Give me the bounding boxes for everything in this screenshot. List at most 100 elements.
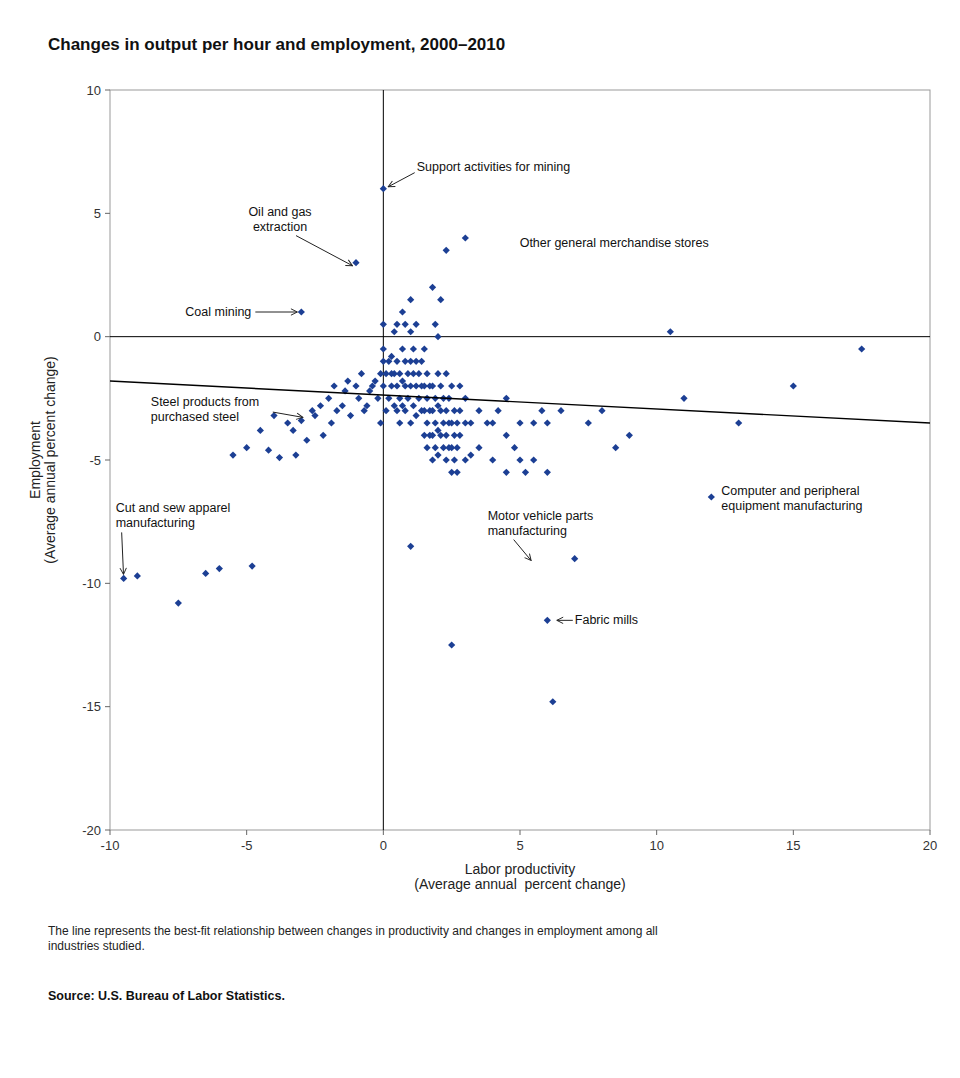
y-tick-label: 0 bbox=[94, 329, 101, 344]
scatter-point bbox=[380, 382, 387, 389]
scatter-point bbox=[374, 395, 381, 402]
plot-area bbox=[110, 185, 930, 705]
annotation-arrow bbox=[388, 173, 414, 187]
scatter-point bbox=[410, 345, 417, 352]
axes: -10-505101520-20-15-10-50510 bbox=[82, 83, 937, 854]
scatter-point bbox=[423, 395, 430, 402]
x-tick bbox=[793, 830, 794, 835]
scatter-point bbox=[544, 617, 551, 624]
scatter-point bbox=[363, 402, 370, 409]
scatter-point bbox=[544, 469, 551, 476]
scatter-point bbox=[451, 456, 458, 463]
scatter-point bbox=[396, 370, 403, 377]
scatter-point bbox=[557, 407, 564, 414]
y-tick bbox=[105, 336, 110, 337]
chart: Changes in output per hour and employmen… bbox=[0, 0, 960, 1078]
scatter-point bbox=[544, 419, 551, 426]
x-tick bbox=[246, 830, 247, 835]
annotation: Motor vehicle partsmanufacturing bbox=[488, 509, 594, 538]
x-tick bbox=[110, 830, 111, 835]
x-tick bbox=[930, 830, 931, 835]
scatter-point bbox=[328, 419, 335, 426]
scatter-point bbox=[380, 345, 387, 352]
annotation-arrow bbox=[255, 312, 297, 313]
scatter-point bbox=[443, 432, 450, 439]
scatter-point bbox=[516, 456, 523, 463]
scatter-point bbox=[418, 358, 425, 365]
scatter-point bbox=[443, 407, 450, 414]
scatter-point bbox=[489, 419, 496, 426]
scatter-point bbox=[503, 469, 510, 476]
scatter-point bbox=[598, 407, 605, 414]
scatter-point bbox=[134, 572, 141, 579]
scatter-point bbox=[347, 412, 354, 419]
scatter-point bbox=[303, 437, 310, 444]
scatter-point bbox=[462, 456, 469, 463]
scatter-point bbox=[410, 402, 417, 409]
scatter-point bbox=[454, 469, 461, 476]
scatter-point bbox=[393, 407, 400, 414]
scatter-point bbox=[626, 432, 633, 439]
scatter-point bbox=[229, 451, 236, 458]
scatter-point bbox=[407, 328, 414, 335]
scatter-point bbox=[429, 407, 436, 414]
scatter-point bbox=[257, 427, 264, 434]
plot-frame bbox=[110, 90, 930, 830]
scatter-point bbox=[413, 321, 420, 328]
scatter-point bbox=[120, 575, 127, 582]
scatter-point bbox=[317, 402, 324, 409]
scatter-point bbox=[402, 321, 409, 328]
scatter-point bbox=[443, 247, 450, 254]
scatter-point bbox=[380, 185, 387, 192]
annotation-arrow bbox=[122, 532, 124, 574]
scatter-point bbox=[475, 444, 482, 451]
x-axis-label: Labor productivity(Average annual percen… bbox=[414, 861, 625, 892]
scatter-point bbox=[530, 419, 537, 426]
scatter-point bbox=[429, 382, 436, 389]
y-tick-label: -20 bbox=[82, 823, 101, 838]
scatter-point bbox=[475, 407, 482, 414]
scatter-point bbox=[423, 419, 430, 426]
scatter-point bbox=[402, 407, 409, 414]
scatter-point bbox=[320, 432, 327, 439]
scatter-point bbox=[352, 259, 359, 266]
scatter-point bbox=[399, 345, 406, 352]
annotation: Fabric mills bbox=[575, 613, 638, 627]
scatter-point bbox=[325, 395, 332, 402]
scatter-point bbox=[290, 427, 297, 434]
origin-line-y bbox=[110, 336, 930, 337]
scatter-point bbox=[298, 417, 305, 424]
scatter-point bbox=[467, 419, 474, 426]
scatter-point bbox=[276, 454, 283, 461]
scatter-point bbox=[380, 321, 387, 328]
scatter-point bbox=[339, 402, 346, 409]
scatter-point bbox=[462, 395, 469, 402]
footnote: The line represents the best-fit relatio… bbox=[48, 924, 658, 953]
scatter-point bbox=[284, 419, 291, 426]
scatter-point bbox=[407, 296, 414, 303]
scatter-point bbox=[571, 555, 578, 562]
scatter-point bbox=[503, 432, 510, 439]
scatter-point bbox=[355, 395, 362, 402]
y-tick-label: 5 bbox=[94, 206, 101, 221]
scatter-point bbox=[432, 321, 439, 328]
scatter-point bbox=[443, 370, 450, 377]
y-tick-label: -15 bbox=[82, 699, 101, 714]
scatter-point bbox=[415, 370, 422, 377]
x-tick-label: 10 bbox=[649, 838, 663, 853]
scatter-point bbox=[358, 370, 365, 377]
y-tick bbox=[105, 90, 110, 91]
scatter-point bbox=[202, 570, 209, 577]
scatter-point bbox=[538, 407, 545, 414]
y-tick bbox=[105, 830, 110, 831]
scatter-point bbox=[549, 698, 556, 705]
scatter-point bbox=[415, 395, 422, 402]
y-axis-label: Employment(Average annual percent change… bbox=[27, 356, 58, 564]
origin-line-x bbox=[383, 90, 384, 830]
annotation: Other general merchandise stores bbox=[520, 236, 709, 250]
scatter-point bbox=[249, 562, 256, 569]
scatter-point bbox=[437, 296, 444, 303]
scatter-point bbox=[790, 382, 797, 389]
scatter-point bbox=[407, 543, 414, 550]
scatter-point bbox=[708, 493, 715, 500]
